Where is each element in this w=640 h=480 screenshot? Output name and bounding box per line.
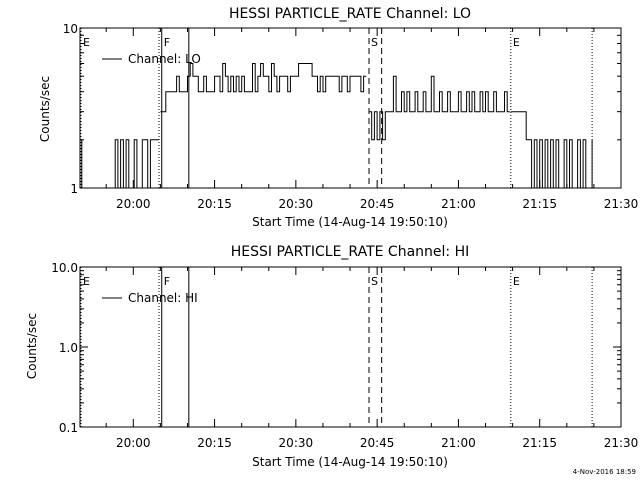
x-tick-label: 20:30 xyxy=(279,436,314,450)
x-axis-label: Start Time (14-Aug-14 19:50:10) xyxy=(252,215,448,229)
x-tick-label: 20:45 xyxy=(360,197,395,211)
marker-label: E xyxy=(83,275,90,288)
x-tick-label: 21:00 xyxy=(441,436,476,450)
marker-label: E xyxy=(83,36,90,49)
plot-frame xyxy=(79,27,622,189)
y-axis-label: Counts/sec xyxy=(38,76,52,142)
x-tick-label: 20:15 xyxy=(197,197,232,211)
plot-frame xyxy=(79,266,622,428)
marker-label: F xyxy=(164,275,170,288)
x-tick-label: 21:30 xyxy=(604,436,639,450)
y-tick-label: 1 xyxy=(70,182,78,196)
series-line xyxy=(112,139,159,189)
panel-lo: HESSI PARTICLE_RATE Channel: LO Start Ti… xyxy=(38,6,638,229)
y-tick-label: 10 xyxy=(63,22,78,36)
marker-label: S xyxy=(371,36,378,49)
x-tick-label: 20:00 xyxy=(116,436,151,450)
x-tick-label: 21:30 xyxy=(604,197,639,211)
marker-label: F xyxy=(164,36,170,49)
footer-timestamp: 4-Nov-2016 18:59 xyxy=(573,468,636,476)
x-tick-label: 21:15 xyxy=(522,197,557,211)
marker-label: E xyxy=(513,36,520,49)
x-tick-label: 20:45 xyxy=(360,436,395,450)
x-tick-label: 20:00 xyxy=(116,197,151,211)
series-line xyxy=(510,111,593,189)
data-lines xyxy=(80,63,593,189)
x-tick-label: 21:15 xyxy=(522,436,557,450)
y-axis-label: Counts/sec xyxy=(25,313,39,379)
x-axis-label: Start Time (14-Aug-14 19:50:10) xyxy=(252,455,448,469)
marker-label: E xyxy=(513,275,520,288)
y-tick-label: 10.0 xyxy=(51,261,78,275)
legend-entry: Channel: LO xyxy=(128,52,201,66)
x-ticks: 20:00 20:15 20:30 20:45 21:00 21:15 21:30 xyxy=(105,28,639,211)
legend-entry: Channel: HI xyxy=(128,291,198,305)
y-tick-label: 0.1 xyxy=(59,421,78,435)
x-tick-label: 20:15 xyxy=(197,436,232,450)
y-ticks: 1 10 xyxy=(63,22,621,196)
series-line xyxy=(369,75,510,141)
x-tick-label: 21:00 xyxy=(441,197,476,211)
x-tick-label: 20:30 xyxy=(279,197,314,211)
series-line xyxy=(160,63,367,113)
legend: Channel: HI xyxy=(102,291,198,305)
chart-title: HESSI PARTICLE_RATE Channel: HI xyxy=(231,244,469,260)
marker-label: S xyxy=(371,275,378,288)
chart-title: HESSI PARTICLE_RATE Channel: LO xyxy=(229,6,471,22)
legend: Channel: LO xyxy=(102,52,201,66)
panel-hi: HESSI PARTICLE_RATE Channel: HI Start Ti… xyxy=(25,244,638,469)
y-ticks: 0.1 1.0 10.0 xyxy=(51,261,621,435)
y-tick-label: 1.0 xyxy=(59,341,78,355)
